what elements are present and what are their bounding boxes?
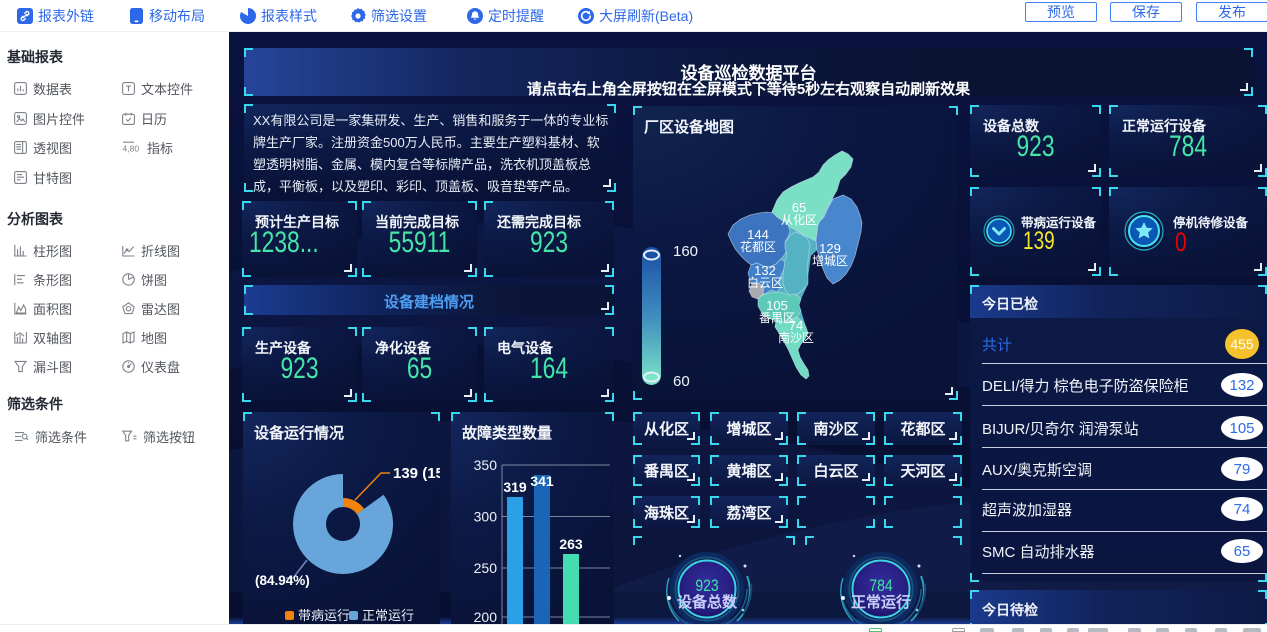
svg-text:144: 144 <box>747 227 769 242</box>
svg-text:白云区: 白云区 <box>747 275 783 290</box>
svg-text:784: 784 <box>869 577 893 596</box>
svg-text:250: 250 <box>474 560 498 576</box>
svg-text:正常运行: 正常运行 <box>851 593 911 611</box>
svg-text:350: 350 <box>474 457 498 473</box>
svg-text:(84.94%): (84.94%) <box>255 573 310 588</box>
svg-text:番禺区: 番禺区 <box>759 311 795 325</box>
svg-text:129: 129 <box>819 241 841 256</box>
svg-text:319: 319 <box>503 479 527 495</box>
svg-text:200: 200 <box>474 609 498 624</box>
svg-text:4,80: 4,80 <box>123 144 140 154</box>
svg-text:正常运行: 正常运行 <box>362 608 414 623</box>
svg-text:花都区: 花都区 <box>740 239 776 254</box>
svg-text:263: 263 <box>559 536 583 552</box>
svg-text:增城区: 增城区 <box>812 254 848 268</box>
svg-text:设备总数: 设备总数 <box>677 593 738 611</box>
svg-text:74: 74 <box>789 318 803 333</box>
svg-text:300: 300 <box>474 509 498 525</box>
svg-text:60: 60 <box>673 373 690 390</box>
svg-text:139 (15.06%): 139 (15.06%) <box>393 465 440 482</box>
svg-text:从化区: 从化区 <box>781 213 817 227</box>
svg-text:65: 65 <box>792 200 806 215</box>
svg-text:341: 341 <box>530 473 554 489</box>
svg-text:923: 923 <box>695 577 718 596</box>
svg-text:132: 132 <box>754 263 776 278</box>
svg-text:105: 105 <box>766 298 788 313</box>
svg-text:南沙区: 南沙区 <box>778 330 814 345</box>
svg-text:160: 160 <box>673 243 698 260</box>
svg-text:带病运行: 带病运行 <box>298 608 350 623</box>
